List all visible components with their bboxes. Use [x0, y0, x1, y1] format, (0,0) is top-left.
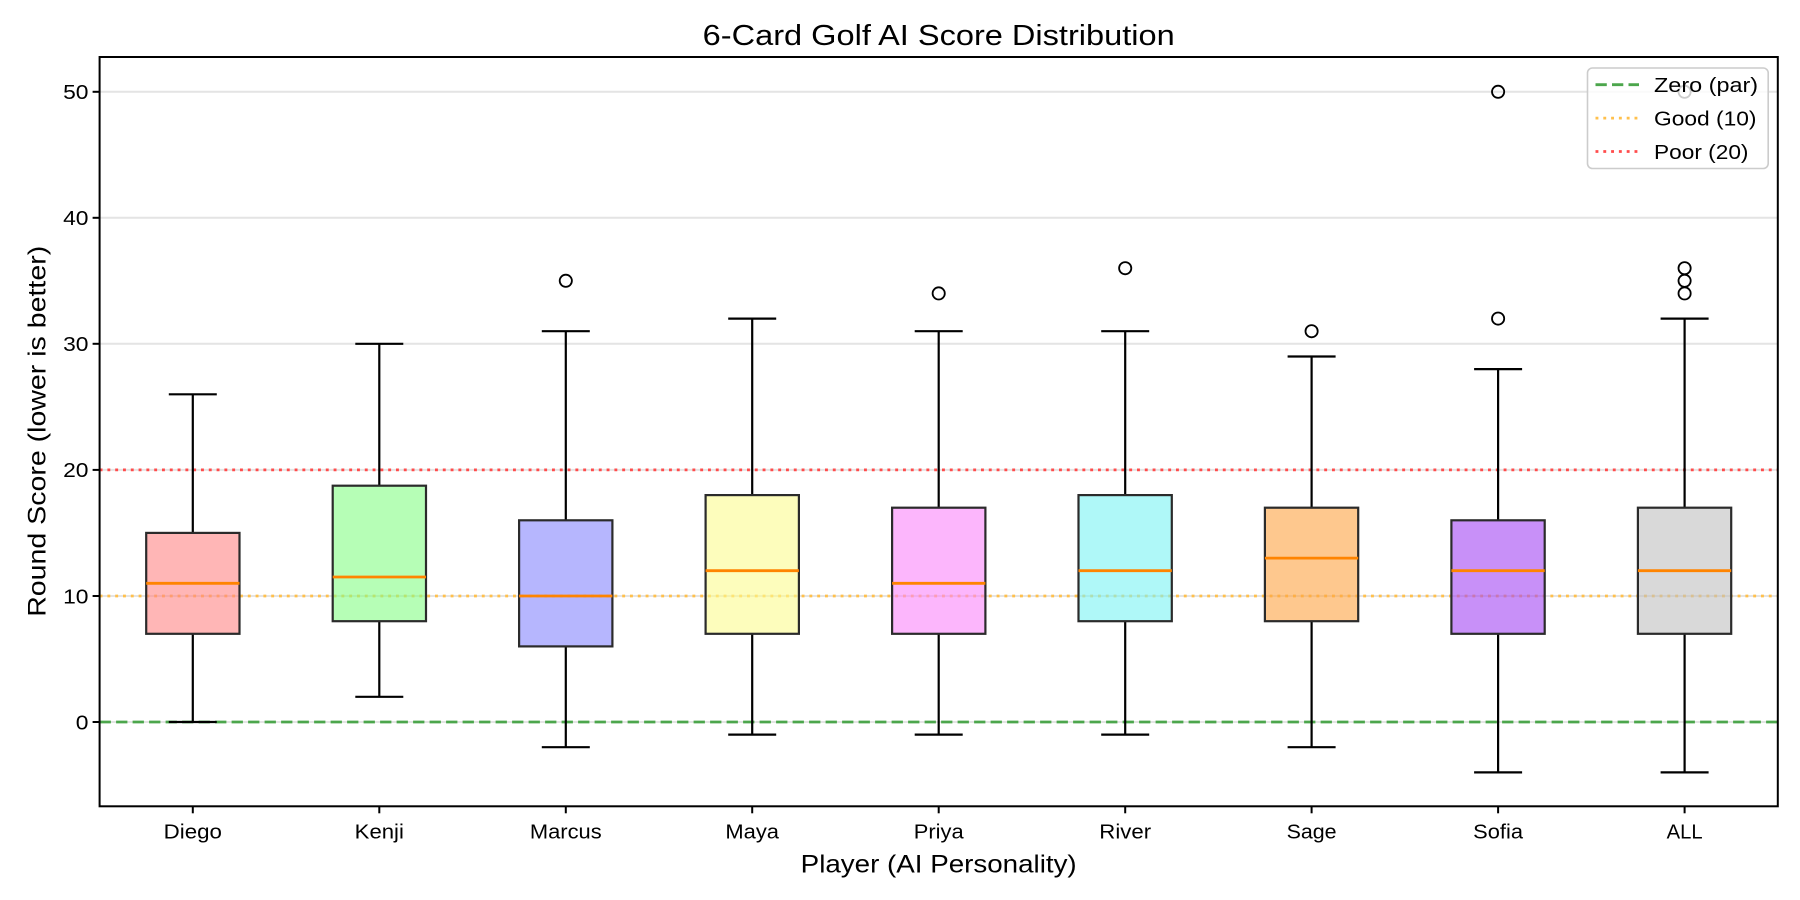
svg-text:Round Score (lower is better): Round Score (lower is better): [24, 246, 52, 617]
svg-text:0: 0: [76, 712, 89, 734]
svg-text:Sage: Sage: [1287, 821, 1337, 843]
svg-text:6-Card Golf AI Score Distribut: 6-Card Golf AI Score Distribution: [703, 20, 1175, 52]
svg-text:Sofia: Sofia: [1473, 821, 1524, 843]
svg-text:Poor (20): Poor (20): [1654, 141, 1749, 164]
svg-text:Diego: Diego: [164, 821, 222, 843]
svg-text:Priya: Priya: [914, 821, 965, 843]
svg-text:10: 10: [63, 586, 88, 608]
svg-text:20: 20: [63, 460, 88, 482]
svg-text:Player (AI Personality): Player (AI Personality): [801, 851, 1077, 879]
svg-text:Zero (par): Zero (par): [1654, 74, 1758, 97]
svg-text:Marcus: Marcus: [530, 821, 602, 843]
svg-text:Kenji: Kenji: [355, 821, 404, 843]
svg-text:Maya: Maya: [725, 821, 780, 843]
svg-text:50: 50: [63, 82, 88, 104]
svg-text:30: 30: [63, 334, 88, 356]
svg-text:River: River: [1099, 821, 1151, 843]
svg-text:Good (10): Good (10): [1654, 108, 1757, 131]
svg-text:40: 40: [63, 208, 88, 230]
svg-text:ALL: ALL: [1667, 821, 1703, 843]
